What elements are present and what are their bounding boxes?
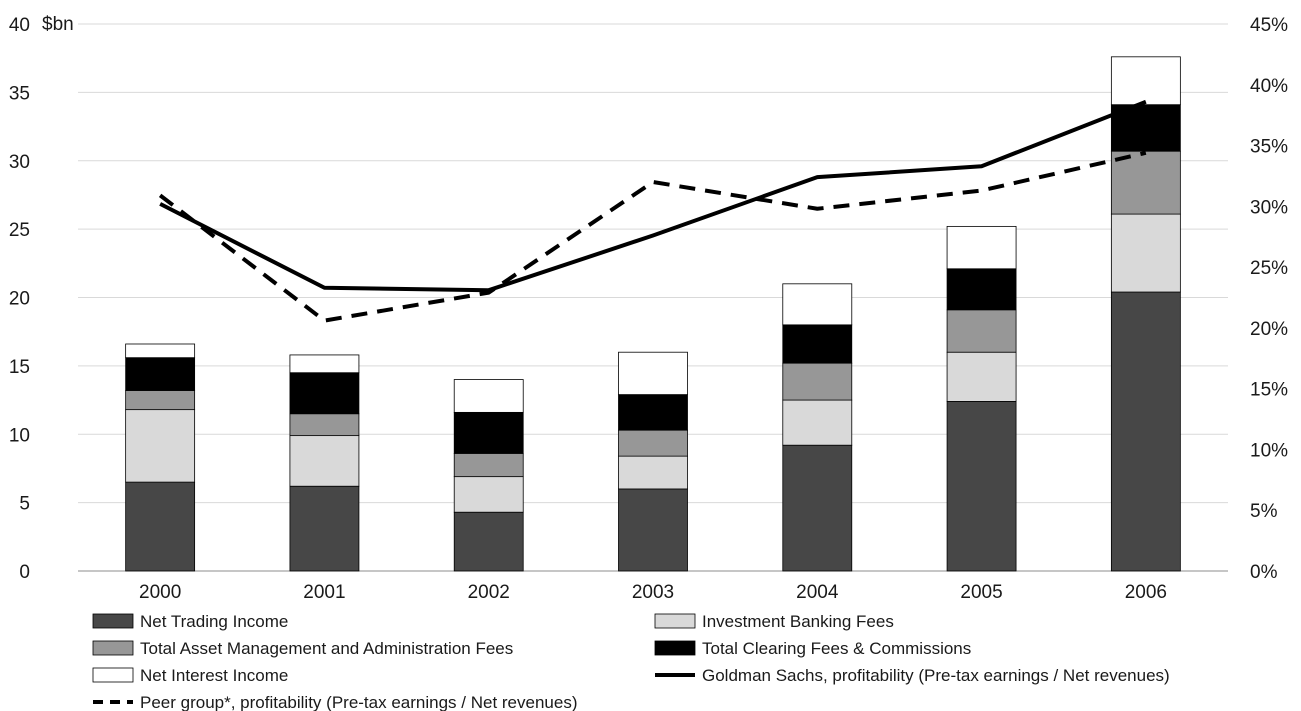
bar-segment: [782, 362, 853, 401]
bar-segment: [453, 379, 524, 413]
legend-label: Total Asset Management and Administratio…: [140, 639, 513, 658]
bar-segment: [618, 429, 688, 457]
x-tick-label: 2006: [1125, 582, 1167, 603]
bar-segment: [453, 452, 524, 478]
axes: $bn 0 5 10 15 20 25 30 35 40 0% 5% 10% 15% 20% 25% 30% 3…: [9, 14, 1288, 603]
bar-segment: [946, 225, 1017, 270]
y-tick-label: 40: [9, 15, 30, 36]
y2-tick-label: 15%: [1250, 380, 1288, 401]
lines: [158, 99, 1147, 323]
legend-label: Total Clearing Fees & Commissions: [702, 639, 971, 658]
bar-segment: [946, 351, 1017, 402]
bar-segment: [946, 401, 1017, 572]
bar-segment: [125, 390, 196, 411]
y2-tick-label: 40%: [1250, 76, 1288, 97]
y-tick-label: 10: [9, 425, 30, 446]
y-tick-label: 5: [19, 494, 30, 515]
y-tick-label: 30: [9, 152, 30, 173]
grid: [78, 23, 1228, 572]
bar-segment: [453, 476, 524, 513]
bar-segment: [453, 511, 524, 572]
bar-segment: [782, 444, 853, 572]
x-tick-label: 2002: [468, 582, 510, 603]
legend-label: Investment Banking Fees: [702, 612, 894, 631]
legend-swatch: [92, 613, 134, 629]
y-tick-label: 0: [19, 562, 30, 583]
bar-segment: [289, 435, 360, 487]
legend-label: Net Trading Income: [140, 612, 288, 631]
y-tick-label: 20: [9, 289, 30, 310]
bar-segment: [289, 413, 360, 437]
x-tick-label: 2003: [632, 582, 674, 603]
bar-segment: [946, 309, 1017, 353]
y2-tick-label: 10%: [1250, 440, 1288, 461]
bar-segment: [618, 394, 688, 431]
bar-segment: [946, 268, 1017, 311]
y2-tick-label: 30%: [1250, 197, 1288, 218]
legend-label: Net Interest Income: [140, 666, 288, 685]
bar-segment: [289, 354, 360, 374]
y2-tick-label: 35%: [1250, 137, 1288, 158]
bar-segment: [618, 488, 688, 572]
y2-tick-label: 45%: [1250, 15, 1288, 36]
bar-segment: [1110, 56, 1181, 106]
bar-segment: [782, 399, 853, 446]
x-tick-label: 2004: [796, 582, 839, 603]
legend: Net Trading Income Investment Banking Fee…: [92, 612, 1170, 711]
legend-swatch: [92, 640, 134, 656]
bar-segment: [1110, 150, 1181, 215]
bar-segment: [125, 409, 196, 483]
series-line: [159, 99, 1147, 293]
bar-segment: [125, 357, 196, 391]
bar-segment: [618, 351, 688, 395]
bar-segment: [782, 324, 853, 364]
y2-tick-label: 5%: [1250, 501, 1278, 522]
bar-segment: [125, 481, 196, 572]
legend-swatch: [654, 640, 696, 656]
bar-segment: [618, 455, 688, 490]
bar-segment: [1110, 291, 1181, 572]
x-tick-label: 2005: [960, 582, 1002, 603]
y-axis-unit-label: $bn: [42, 14, 74, 35]
bar-segment: [453, 411, 524, 454]
y2-tick-label: 25%: [1250, 258, 1288, 279]
legend-label: Peer group*, profitability (Pre-tax earn…: [140, 693, 577, 711]
legend-swatch: [654, 613, 696, 629]
y2-tick-label: 0%: [1250, 562, 1278, 583]
bar-segment: [289, 485, 360, 572]
y-tick-label: 15: [9, 357, 30, 378]
bar-segment: [289, 372, 360, 415]
y2-tick-label: 20%: [1250, 319, 1288, 340]
y-tick-label: 25: [9, 220, 30, 241]
bar-segment: [1110, 213, 1181, 293]
legend-swatch: [92, 667, 134, 683]
legend-label: Goldman Sachs, profitability (Pre-tax ea…: [702, 666, 1170, 685]
bar-segment: [782, 283, 853, 326]
x-tick-label: 2000: [139, 582, 181, 603]
bar-segment: [125, 343, 196, 359]
bars: [125, 56, 1181, 572]
y-tick-label: 35: [9, 83, 30, 104]
x-tick-label: 2001: [303, 582, 345, 603]
